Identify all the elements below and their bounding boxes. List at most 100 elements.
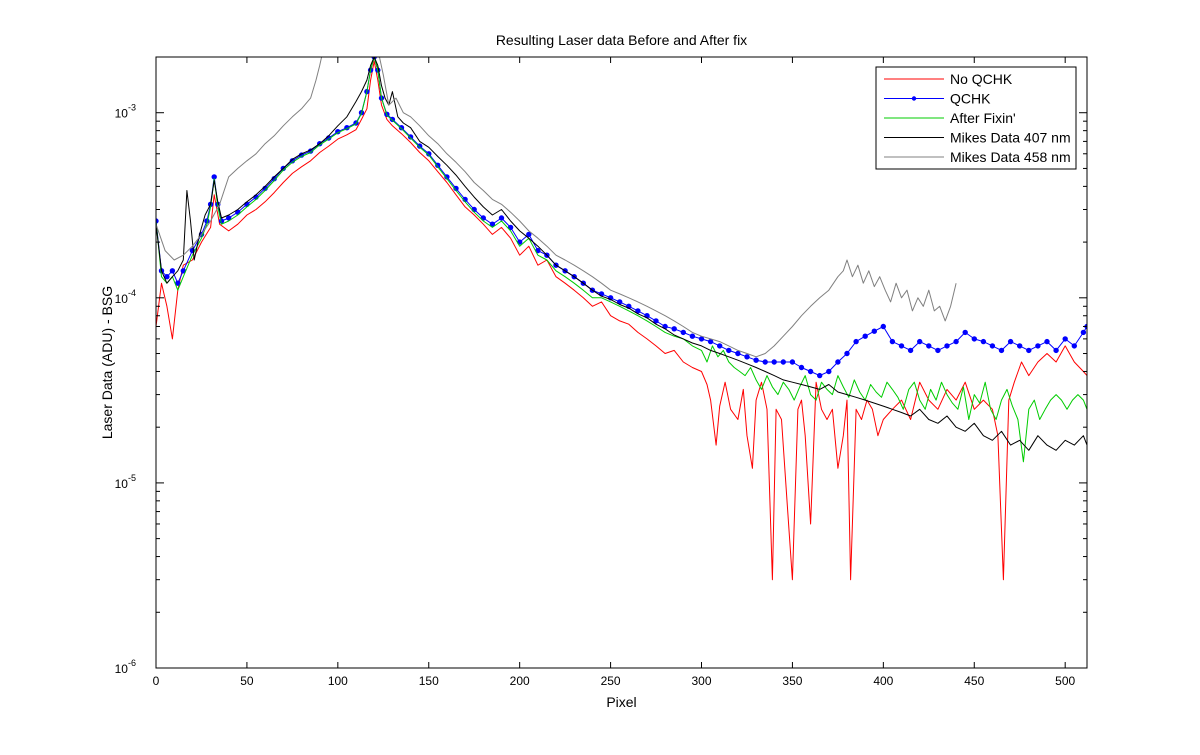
legend-label: No QCHK — [950, 71, 1013, 87]
data-point — [1053, 347, 1059, 354]
y-tick-label-base: 10 — [115, 107, 129, 121]
x-tick-label: 0 — [153, 674, 160, 688]
data-point — [871, 328, 877, 334]
series-layer — [156, 57, 1087, 581]
data-point — [1007, 338, 1014, 345]
data-point — [907, 347, 914, 354]
data-point — [689, 333, 696, 339]
data-point — [169, 268, 176, 274]
data-point — [175, 280, 181, 286]
data-point — [998, 347, 1005, 354]
data-point — [862, 333, 868, 339]
data-point — [980, 338, 987, 345]
x-tick-label: 150 — [419, 674, 439, 688]
data-point — [407, 134, 414, 140]
series-4 — [156, 57, 957, 358]
data-point — [744, 354, 750, 360]
data-point — [417, 143, 423, 149]
data-point — [889, 338, 896, 345]
y-tick-label-base: 10 — [115, 477, 129, 491]
data-point — [635, 308, 641, 314]
y-axis: 10-610-510-410-3 — [115, 56, 1087, 676]
data-point — [480, 215, 486, 221]
y-tick-label-exponent: -3 — [128, 103, 136, 113]
data-point — [526, 231, 532, 238]
x-tick-label: 50 — [240, 674, 254, 688]
y-tick-label: 10-6 — [115, 658, 136, 676]
data-point — [826, 368, 832, 375]
series-0 — [156, 60, 1087, 581]
data-point — [789, 359, 796, 365]
x-tick-label: 200 — [510, 674, 530, 688]
data-point — [771, 359, 777, 365]
data-point — [498, 215, 505, 221]
data-point — [1017, 343, 1023, 349]
data-point — [962, 329, 968, 336]
data-point — [717, 343, 723, 349]
data-point — [698, 336, 705, 342]
data-point — [507, 224, 514, 231]
data-point — [935, 347, 941, 354]
y-tick-label-exponent: -4 — [128, 288, 136, 298]
data-point — [1071, 343, 1078, 349]
data-point — [926, 343, 932, 349]
data-point — [762, 359, 768, 365]
data-point — [226, 215, 232, 221]
x-tick-label: 100 — [328, 674, 348, 688]
data-point — [726, 347, 732, 354]
data-point — [671, 326, 677, 332]
legend-label: Mikes Data 458 nm — [950, 149, 1071, 165]
data-point — [1062, 336, 1068, 342]
data-point — [880, 323, 886, 330]
data-point — [707, 338, 714, 345]
series-line — [156, 57, 1087, 451]
series-3 — [156, 57, 1087, 451]
data-point — [989, 343, 996, 349]
data-point — [971, 336, 977, 342]
data-point — [898, 343, 905, 349]
y-tick-label: 10-5 — [115, 473, 136, 491]
x-axis-title: Pixel — [606, 694, 636, 710]
data-point — [489, 221, 496, 227]
data-point — [653, 318, 659, 324]
data-point — [917, 338, 923, 345]
x-tick-label: 300 — [691, 674, 711, 688]
data-point — [835, 359, 841, 365]
legend-entry: Mikes Data 458 nm — [884, 149, 1071, 165]
y-tick-label-exponent: -5 — [128, 473, 136, 483]
legend-entry: QCHK — [884, 91, 991, 107]
y-tick-label-base: 10 — [115, 662, 129, 676]
data-point — [798, 364, 805, 371]
data-point — [953, 338, 959, 345]
x-tick-label: 450 — [964, 674, 984, 688]
data-point — [844, 350, 850, 357]
x-tick-label: 400 — [873, 674, 893, 688]
y-axis-title: Laser Data (ADU) - BSG — [99, 286, 115, 439]
data-point — [1080, 329, 1087, 336]
legend-entry: After Fixin' — [884, 110, 1016, 126]
chart-title: Resulting Laser data Before and After fi… — [496, 32, 747, 48]
legend-label: After Fixin' — [950, 110, 1016, 126]
data-point — [817, 372, 823, 379]
y-tick-label-exponent: -6 — [128, 658, 136, 668]
data-point — [164, 274, 170, 280]
legend-marker — [911, 96, 917, 101]
x-tick-label: 350 — [782, 674, 802, 688]
plot-frame — [155, 56, 1088, 669]
legend-label: Mikes Data 407 nm — [950, 130, 1071, 146]
series-line — [156, 57, 957, 358]
series-line — [156, 57, 1087, 463]
data-point — [1026, 347, 1032, 354]
legend-label: QCHK — [950, 91, 991, 107]
data-point — [1044, 338, 1050, 345]
y-tick-label-base: 10 — [115, 292, 129, 306]
legend-entry: No QCHK — [884, 71, 1013, 87]
series-2 — [156, 57, 1087, 463]
data-point — [680, 329, 686, 336]
data-point — [853, 338, 859, 345]
data-point — [944, 343, 950, 349]
x-axis: 0 50 100 150 200 250 300 350 400 450 500 — [153, 57, 1076, 688]
data-point — [780, 359, 786, 365]
